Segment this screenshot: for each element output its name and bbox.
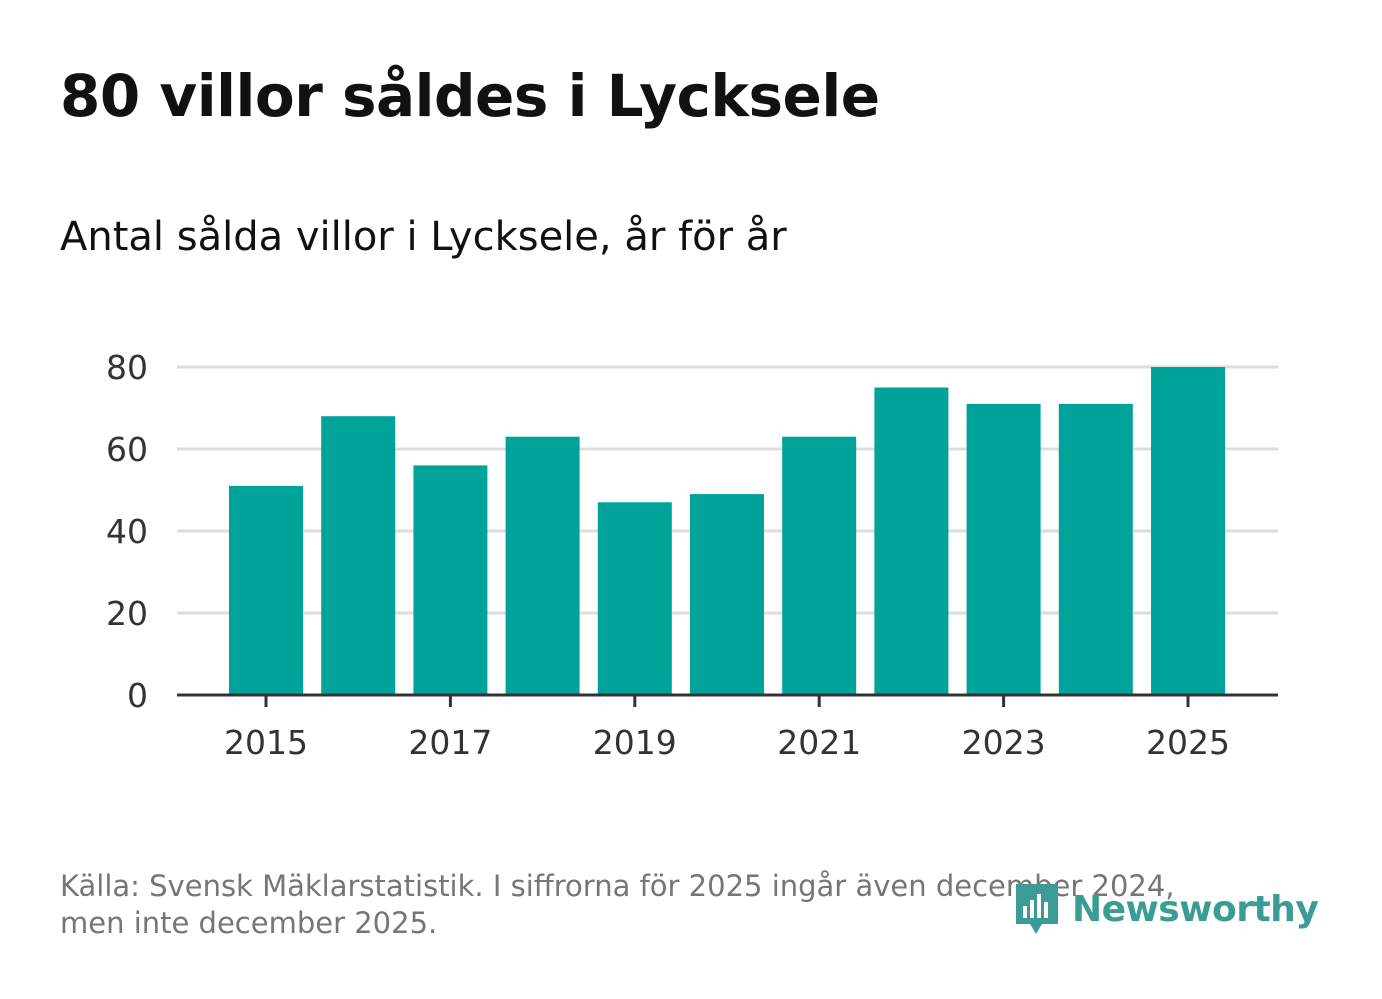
bar-2018 [505, 436, 580, 695]
source-line-1: Källa: Svensk Mäklarstatistik. I siffror… [60, 869, 1175, 903]
y-tick-label: 80 [106, 348, 148, 387]
x-tick-label: 2023 [962, 723, 1046, 762]
x-tick-label: 2019 [593, 723, 677, 762]
x-tick-label: 2025 [1146, 723, 1230, 762]
bar-2019 [597, 502, 672, 695]
y-axis-ticks: 0 20 40 60 80 [106, 348, 148, 715]
chart-title: 80 villor såldes i Lycksele [60, 62, 880, 130]
source-note: Källa: Svensk Mäklarstatistik. I siffror… [60, 868, 1260, 942]
y-tick-label: 40 [106, 512, 148, 551]
bar-2025 [1151, 367, 1225, 695]
chart-subtitle: Antal sålda villor i Lycksele, år för år [60, 214, 787, 260]
newsworthy-logo-icon [1016, 884, 1058, 934]
x-tick-label: 2015 [224, 723, 308, 762]
bar-2016 [321, 416, 396, 695]
x-tick-label: 2021 [777, 723, 861, 762]
bar-2024 [1058, 403, 1133, 695]
bars [229, 367, 1225, 695]
newsworthy-logo-text: Newsworthy [1072, 888, 1319, 930]
source-line-2: men inte december 2025. [60, 906, 438, 940]
bar-2020 [690, 494, 764, 695]
x-axis-ticks: 2015 2017 2019 2021 2023 2025 [224, 695, 1230, 762]
y-tick-label: 0 [127, 676, 148, 715]
y-tick-label: 20 [106, 594, 148, 633]
bar-2015 [229, 485, 303, 695]
x-tick-label: 2017 [408, 723, 492, 762]
bar-2021 [782, 436, 857, 695]
bar-2023 [966, 403, 1041, 695]
y-tick-label: 60 [106, 430, 148, 469]
bar-2017 [413, 465, 488, 695]
newsworthy-logo: Newsworthy [1012, 880, 1319, 938]
bar-2022 [874, 387, 949, 695]
